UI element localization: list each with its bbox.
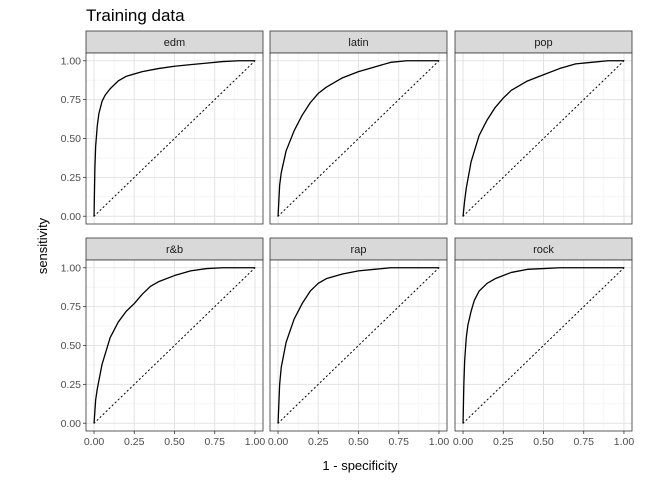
y-tick-label: 0.75 (61, 94, 82, 106)
panel-border (269, 52, 448, 225)
y-tick-label: 0.50 (61, 340, 82, 352)
x-axis-title: 1 - specificity (322, 458, 398, 473)
facet-strip-label: latin (348, 37, 368, 49)
facet-panel-latin: latin (269, 30, 448, 225)
facet-strip-label: pop (534, 37, 552, 49)
y-tick-label: 1.00 (61, 262, 82, 274)
x-tick-label: 1.00 (614, 436, 635, 448)
facet-strip-label: r&b (166, 244, 183, 256)
x-tick-label: 0.75 (205, 436, 226, 448)
roc-curve (462, 267, 624, 424)
x-tick-label: 0.25 (308, 436, 329, 448)
reference-diagonal (462, 60, 625, 217)
x-tick-label: 0.50 (348, 436, 369, 448)
x-tick-label: 1.00 (245, 436, 266, 448)
chart-title: Training data (86, 6, 185, 25)
y-tick-label: 0.25 (61, 172, 82, 184)
roc-curve (93, 267, 255, 424)
y-tick-label: 0.25 (61, 379, 82, 391)
x-tick-label: 0.25 (124, 436, 145, 448)
reference-diagonal (93, 267, 256, 424)
x-tick-label: 0.00 (268, 436, 289, 448)
panel-border (454, 52, 633, 225)
reference-diagonal (462, 267, 625, 424)
roc-curve (462, 60, 624, 217)
roc-curve (277, 267, 439, 424)
roc-curve (277, 60, 439, 217)
facet-panel-rb: r&b 0.00 0.25 0.50 0.75 1.00 0.00 0.25 0.50 0.75 1… (61, 237, 266, 448)
facet-strip-label: rap (351, 244, 367, 256)
facet-panel-edm: edm 0.00 0.25 0.50 0.75 1.00 (61, 30, 264, 225)
reference-diagonal (277, 60, 440, 217)
facet-strip-label: rock (533, 244, 554, 256)
reference-diagonal (93, 60, 256, 217)
x-tick-label: 0.00 (84, 436, 105, 448)
facet-panel-rap: rap 0.00 0.25 0.50 0.75 1.00 (268, 237, 450, 448)
x-tick-label: 1.00 (429, 436, 450, 448)
x-tick-label: 0.50 (164, 436, 185, 448)
y-tick-label: 0.50 (61, 133, 82, 145)
y-tick-label: 0.00 (61, 211, 82, 223)
y-tick-label: 0.00 (61, 418, 82, 430)
y-tick-label: 1.00 (61, 55, 82, 67)
x-tick-label: 0.75 (574, 436, 595, 448)
y-tick-label: 0.75 (61, 301, 82, 313)
x-tick-label: 0.00 (453, 436, 474, 448)
facet-strip-label: edm (164, 37, 185, 49)
x-tick-label: 0.75 (389, 436, 410, 448)
roc-curve (93, 60, 255, 217)
x-tick-label: 0.25 (493, 436, 514, 448)
facet-panel-rock: rock 0.00 0.25 0.50 0.75 1.00 (453, 237, 635, 448)
x-tick-label: 0.50 (533, 436, 554, 448)
y-axis-title: sensitivity (35, 217, 50, 274)
facet-panel-pop: pop (454, 30, 633, 225)
reference-diagonal (277, 267, 440, 424)
